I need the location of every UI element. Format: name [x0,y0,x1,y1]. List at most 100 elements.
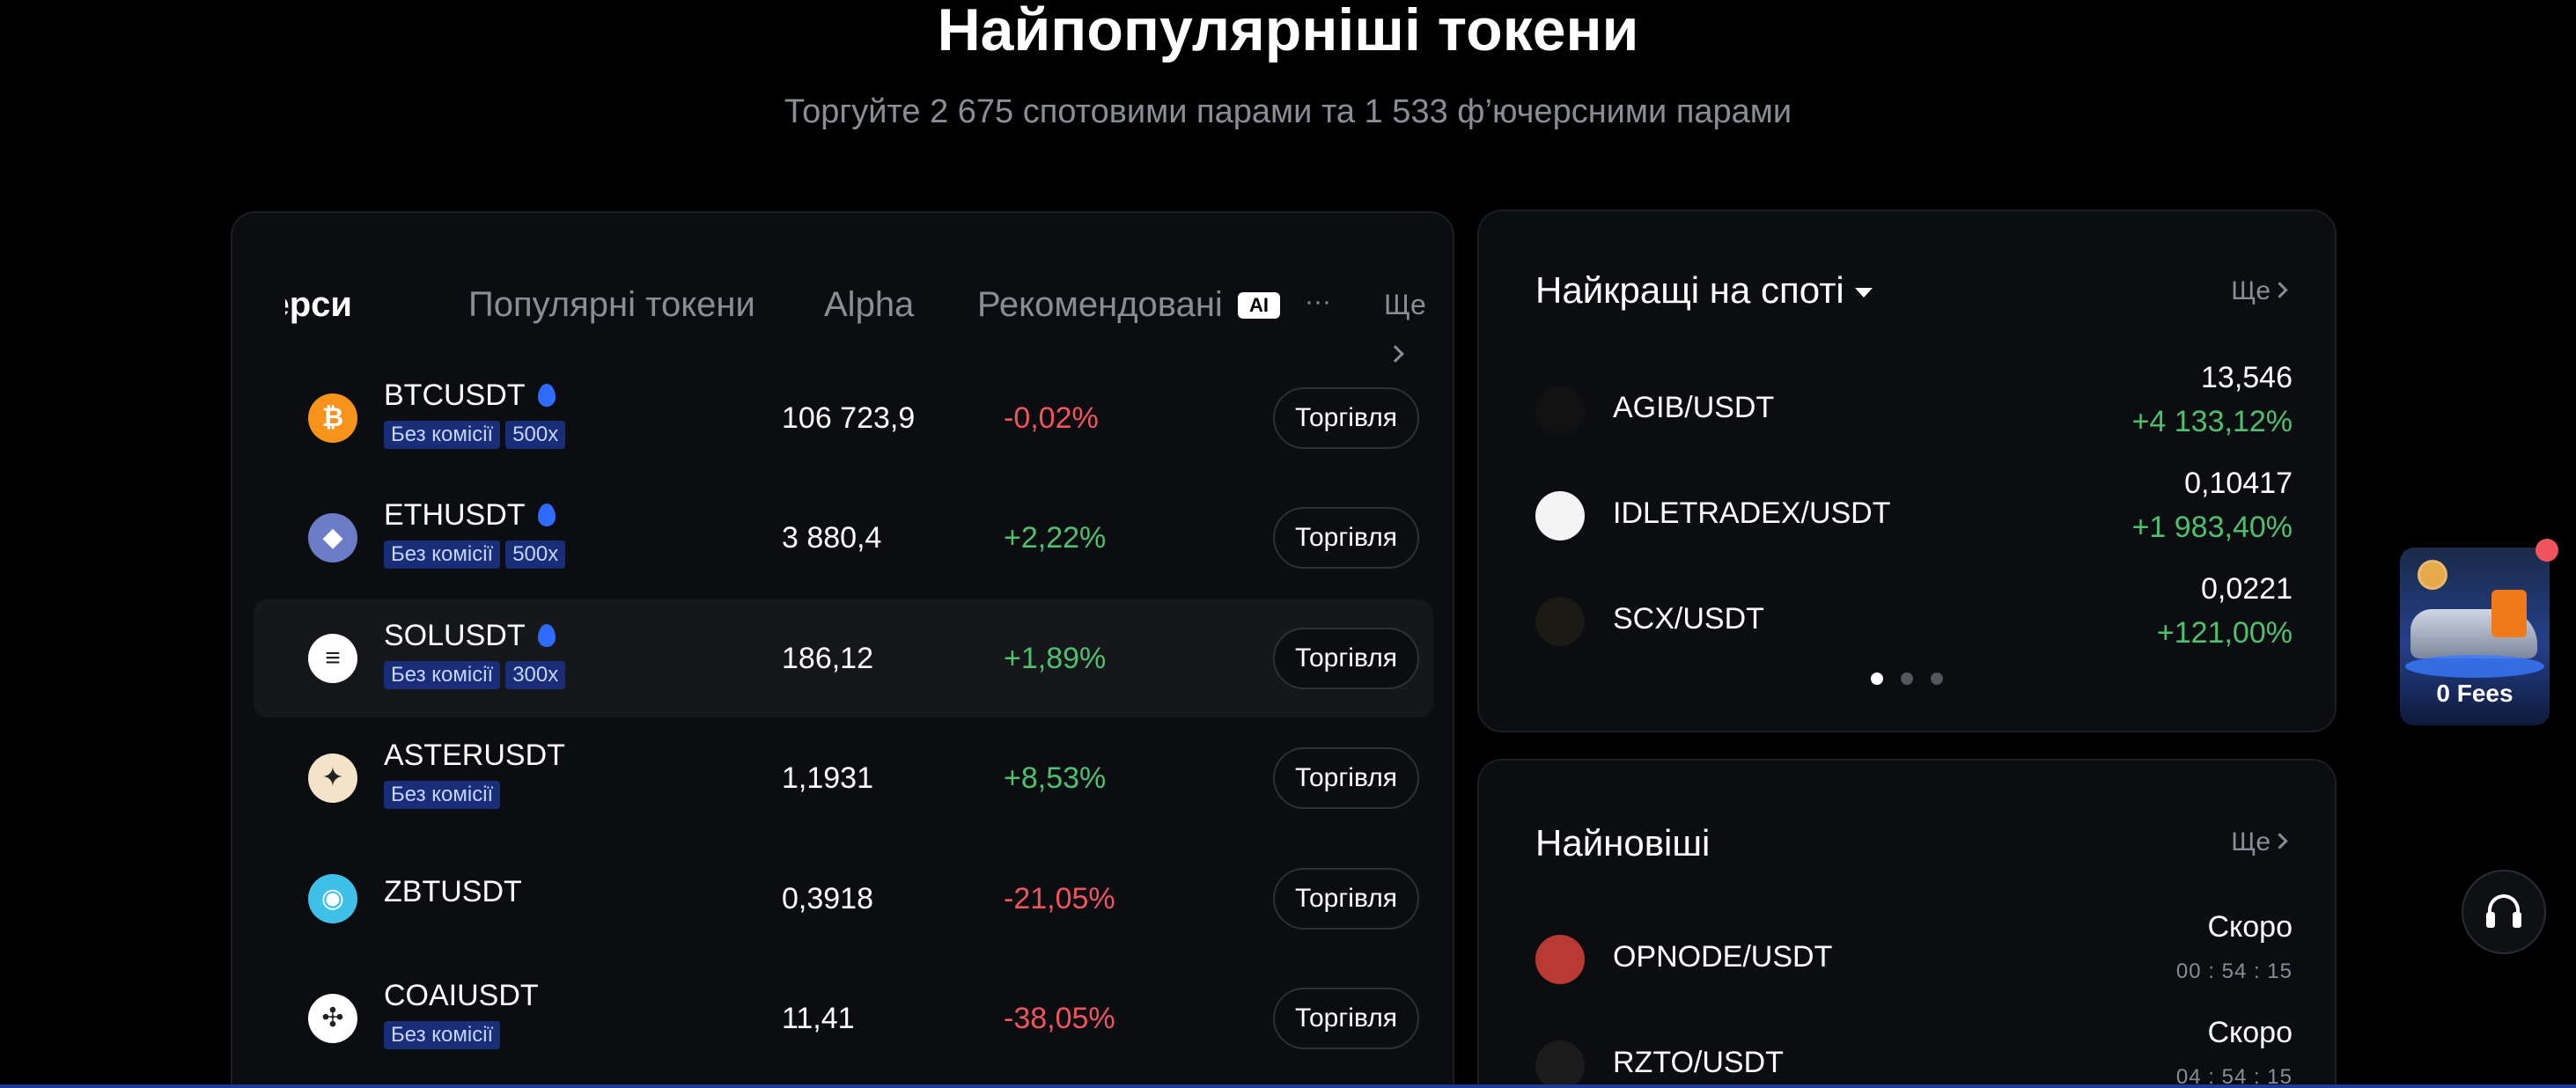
zero-fees-promo-banner[interactable]: 0 Fees [2400,548,2550,725]
coin-icon [2418,560,2447,590]
support-button[interactable] [2462,870,2576,954]
token-change: -0,02% [1004,401,1099,435]
token-tabs: ерси Популярні токени Alpha Рекомендован… [285,280,1426,363]
no-fee-badge: Без комісії [384,540,501,569]
spot-pair-row[interactable]: SCX/USDT 0,0221 +121,00% [1535,569,2293,674]
pair-change: +4 133,12% [2131,405,2293,438]
token-row[interactable]: ≡ SOLUSDT Без комісії 300x 186,12 +1,89% … [254,599,1433,717]
trade-button[interactable]: Торгівля [1273,868,1419,930]
rzto-icon [1535,1040,1585,1088]
solana-icon: ≡ [308,634,357,683]
promo-label: 0 Fees [2436,680,2513,707]
token-badges: Без комісії 300x [384,661,570,689]
more-tabs-icon[interactable]: ··· [1305,287,1331,316]
token-change: +2,22% [1004,521,1107,555]
scx-icon [1535,597,1585,646]
page-title: Найпопулярніші токени [937,0,1639,63]
ethereum-icon: ◆ [308,513,357,562]
token-symbol: SOLUSDT [384,619,556,653]
new-pair-row[interactable]: RZTO/USDT Скоро 04 : 54 : 15 [1535,1012,2293,1088]
leverage-badge: 300x [505,661,566,689]
coin-glyph: ≡ [325,643,341,673]
pair-countdown: 00 : 54 : 15 [2175,959,2293,983]
coin-glyph: ◉ [320,884,345,913]
token-price: 1,1931 [782,761,873,795]
token-price: 0,3918 [782,882,873,915]
coin-glyph: ◆ [322,523,343,552]
token-row[interactable]: ₿ BTCUSDT Без комісії 500x 106 723,9 -0,0… [254,359,1433,477]
token-badges: Без комісії [384,781,505,809]
bitcoin-icon: ₿ [308,393,357,443]
trade-button[interactable]: Торгівля [1273,988,1419,1049]
caret-down-icon [1854,288,1873,298]
hot-flame-icon [537,624,556,648]
token-symbol: ETHUSDT [384,498,556,533]
support-circle [2462,870,2546,954]
stage-graphic [2405,655,2544,678]
leverage-badge: 500x [505,540,566,569]
opnode-icon [1535,935,1585,984]
token-price: 3 880,4 [782,521,882,555]
pair-name: OPNODE/USDT [1613,940,1833,974]
pair-status: Скоро [2207,910,2293,944]
token-row[interactable]: ✦ ASTERUSDT Без комісії 1,1931 +8,53% То… [254,719,1433,837]
tab-futures[interactable]: ерси [285,285,352,324]
trade-button[interactable]: Торгівля [1273,628,1419,689]
trade-button[interactable]: Торгівля [1273,387,1419,449]
spot-pair-row[interactable]: IDLETRADEX/USDT 0,10417 +1 983,40% [1535,463,2293,569]
token-badges: Без комісії [384,1021,505,1049]
leverage-badge: 500x [505,421,566,449]
gift-icon [2491,590,2527,637]
top-spot-more-link[interactable]: Ще [2231,276,2288,306]
no-fee-badge: Без комісії [384,421,501,449]
tab-recommended[interactable]: Рекомендовані [977,285,1223,324]
token-row[interactable]: ◉ ZBTUSDT 0,3918 -21,05% Торгівля [254,840,1433,958]
pair-name: RZTO/USDT [1613,1046,1784,1079]
tabs-more-link[interactable]: Ще [1384,280,1426,379]
pair-price: 0,10417 [2184,467,2293,500]
coin-glyph: ✦ [321,763,344,792]
no-fee-badge: Без комісії [384,781,501,809]
top-spot-dropdown[interactable]: Найкращі на споті [1535,269,1873,312]
pair-price: 0,0221 [2201,572,2293,606]
aster-icon: ✦ [308,754,357,803]
trade-button[interactable]: Торгівля [1273,747,1419,809]
hot-flame-icon [537,504,556,527]
token-symbol: BTCUSDT [384,379,556,413]
top-spot-card: Найкращі на споті Ще AGIB/USDT 13,546 +4… [1477,210,2337,732]
pair-change: +121,00% [2156,616,2293,650]
pair-name: SCX/USDT [1613,602,1764,636]
token-badges: Без комісії 500x [384,421,570,449]
newest-title: Найновіші [1535,822,1711,864]
token-symbol: COAIUSDT [384,979,539,1012]
carousel-dot[interactable] [1931,673,1944,685]
token-row[interactable]: ◆ ETHUSDT Без комісії 500x 3 880,4 +2,22%… [254,479,1433,597]
token-row[interactable]: ✣ COAIUSDT Без комісії 11,41 -38,05% Тор… [254,959,1433,1077]
hot-flame-icon [537,384,556,408]
token-price: 106 723,9 [782,401,916,435]
coin-glyph: ₿ [321,403,344,432]
ai-badge-icon: AI [1238,292,1280,319]
pair-price: 13,546 [2201,361,2293,394]
no-fee-badge: Без комісії [384,661,501,689]
token-change: +8,53% [1004,761,1107,795]
tab-alpha[interactable]: Alpha [824,285,915,324]
pair-name: AGIB/USDT [1613,391,1775,424]
token-change: +1,89% [1004,642,1107,675]
token-symbol: ZBTUSDT [384,875,522,908]
carousel-dot[interactable] [1901,673,1913,685]
notification-dot [2536,539,2558,562]
carousel-dot[interactable] [1870,673,1883,685]
trade-button[interactable]: Торгівля [1273,507,1419,569]
pair-name: IDLETRADEX/USDT [1613,496,1891,530]
new-pair-row[interactable]: OPNODE/USDT Скоро 00 : 54 : 15 [1535,907,2293,1012]
carousel-dots [1479,673,2335,689]
tab-popular-tokens[interactable]: Популярні токени [468,285,755,324]
token-change: -21,05% [1004,882,1115,915]
idletradex-icon [1535,491,1585,540]
chevron-right-icon [2271,832,2288,849]
spot-pair-row[interactable]: AGIB/USDT 13,546 +4 133,12% [1535,357,2293,463]
newest-more-link[interactable]: Ще [2231,827,2288,857]
page-subtitle: Торгуйте 2 675 спотовими парами та 1 533… [784,93,1792,130]
